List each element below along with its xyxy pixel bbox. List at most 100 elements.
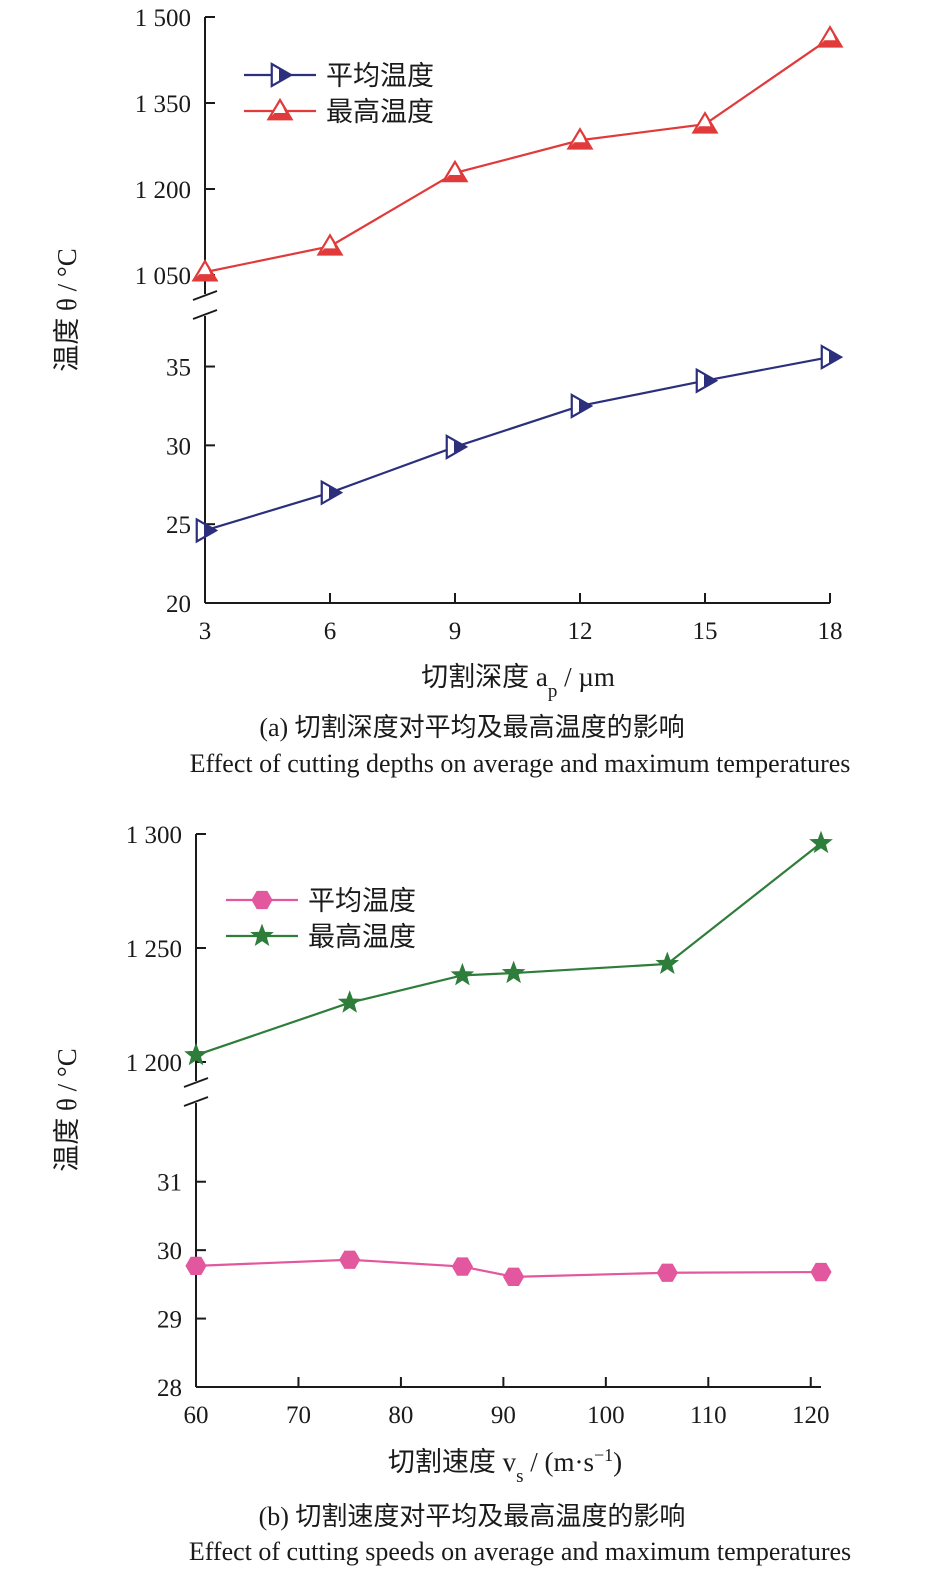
chart-b-series-1-point-4-shape bbox=[655, 951, 680, 975]
chart-a-series-1-point-5-fill bbox=[818, 27, 842, 47]
chart-b: 60 70 80 90 100 110 120 1 200 1 250 1 300 28 29 30 31… bbox=[0, 785, 945, 1570]
chart-a-series-1-point-5 bbox=[816, 25, 844, 48]
chart-a-series-0-point-3 bbox=[570, 393, 594, 419]
chart-b-legend-marker-0 bbox=[251, 890, 273, 910]
chart-b-series-1-point-1 bbox=[337, 990, 362, 1013]
chart-a-y-tick-label: 20 bbox=[166, 591, 191, 618]
chart-b-caption-cn: (b) 切割速度对平均及最高温度的影响 bbox=[259, 1502, 686, 1531]
chart-b-svg: 60 70 80 90 100 110 120 1 200 1 250 1 300 28 29 30 31… bbox=[52, 822, 851, 1566]
chart-b-x-axis-title-sub: s bbox=[516, 1466, 523, 1487]
chart-b-series-1-point-5-shape bbox=[809, 830, 833, 854]
chart-b-y-tick-label: 28 bbox=[157, 1375, 182, 1402]
chart-a-x-axis-title-sub: p bbox=[548, 681, 558, 702]
chart-a-series-0-point-0-fill bbox=[197, 519, 216, 541]
chart-a-series-0-point-1-fill bbox=[322, 482, 341, 504]
chart-a-series-1-point-2-fill bbox=[443, 161, 467, 182]
chart-a-y-tick-label: 1 200 bbox=[135, 177, 191, 204]
chart-b-series-0 bbox=[185, 1250, 832, 1286]
chart-b-legend-label-1: 最高温度 bbox=[308, 922, 416, 952]
chart-a-x-tick-label: 3 bbox=[199, 618, 212, 645]
chart-a-legend-label-0: 平均温度 bbox=[326, 61, 434, 91]
chart-a-x-tick-label: 18 bbox=[818, 618, 843, 645]
chart-a-axis-break-mark-2 bbox=[192, 309, 218, 320]
chart-b-series-0-point-0-shape bbox=[185, 1256, 207, 1276]
chart-a-x-tick-label: 12 bbox=[568, 618, 593, 645]
chart-a-series-0-point-1 bbox=[320, 479, 344, 506]
chart-a-y-tick-label: 1 350 bbox=[135, 91, 191, 118]
chart-a-x-axis-title-main: 切割深度 a bbox=[421, 662, 548, 692]
chart-b-series-0-line bbox=[195, 1258, 822, 1278]
chart-b-series-1-point-5 bbox=[809, 830, 833, 854]
chart-b-x-tick-label: 110 bbox=[690, 1402, 727, 1429]
chart-b-caption-en: Effect of cutting speeds on average and … bbox=[189, 1537, 851, 1566]
chart-a-x-tick-label: 6 bbox=[324, 618, 337, 645]
chart-b-axes: 60 70 80 90 100 110 120 1 200 1 250 1 300 28 29 30 31… bbox=[52, 822, 830, 1487]
chart-a-series-0-line bbox=[204, 355, 831, 532]
chart-a-series-1-point-3 bbox=[566, 127, 594, 150]
chart-a-legend-marker-0-fill bbox=[272, 64, 291, 86]
chart-b-legend-marker-1 bbox=[250, 923, 274, 947]
chart-a-legend-marker-0 bbox=[270, 62, 294, 88]
chart-b-legend-marker-0-shape bbox=[251, 890, 273, 910]
chart-b-legend-marker-1-shape bbox=[250, 923, 274, 947]
chart-a-series-0-point-5 bbox=[820, 344, 844, 370]
chart-a-series-1-point-4 bbox=[691, 111, 719, 134]
chart-a-legend-marker-1 bbox=[266, 97, 294, 121]
chart-a-caption-en: Effect of cutting depths on average and … bbox=[190, 749, 851, 778]
chart-a-axes: 3 6 9 12 15 18 1 050 1 200 1 350 1 500 20 25 30 35 温度 … bbox=[52, 5, 843, 702]
chart-b-x-axis-title-sup: −1 bbox=[594, 1445, 613, 1465]
chart-b-series-0-point-3 bbox=[503, 1267, 525, 1286]
chart-b-y-tick-label: 31 bbox=[157, 1170, 182, 1197]
chart-a-y-tick-label: 1 050 bbox=[135, 263, 191, 290]
chart-a-series-0-point-2 bbox=[445, 434, 469, 460]
chart-b-series-1-point-3-shape bbox=[501, 960, 526, 984]
chart-b-series-0-point-4 bbox=[656, 1263, 678, 1282]
chart-b-x-tick-label: 70 bbox=[286, 1402, 311, 1429]
chart-b-x-tick-label: 80 bbox=[388, 1402, 413, 1429]
chart-a-x-axis-title: 切割深度 ap / µm bbox=[421, 662, 615, 702]
chart-b-series-1-point-0-shape bbox=[184, 1042, 208, 1066]
chart-a-series-1-point-0 bbox=[191, 258, 219, 282]
chart-b-series-0-point-4-shape bbox=[656, 1263, 678, 1282]
chart-b-x-axis-title-main: 切割速度 v bbox=[388, 1447, 517, 1477]
chart-a-series-0-point-5-fill bbox=[822, 346, 841, 368]
chart-a-series-0-point-3-fill bbox=[572, 395, 591, 417]
chart-b-series-1-point-1-shape bbox=[337, 990, 362, 1013]
chart-b-series-1-point-2-shape bbox=[450, 962, 475, 986]
chart-a-series-0-point-4 bbox=[695, 367, 719, 394]
chart-a-legend-marker-1-fill bbox=[268, 100, 292, 120]
chart-a-x-tick-label: 9 bbox=[449, 618, 462, 645]
chart-a-svg: 3 6 9 12 15 18 1 050 1 200 1 350 1 500 20 25 30 35 温度 … bbox=[52, 5, 851, 778]
chart-b-series-0-point-1-shape bbox=[339, 1250, 361, 1269]
chart-a-series-0-point-0 bbox=[195, 517, 219, 544]
chart-b-series-0-point-1 bbox=[339, 1250, 361, 1269]
chart-a-x-tick-label: 15 bbox=[693, 618, 718, 645]
chart-b-y-tick-label: 1 300 bbox=[126, 822, 182, 849]
chart-a-series-1-point-4-fill bbox=[693, 113, 717, 133]
chart-a-legend-label-1: 最高温度 bbox=[326, 97, 434, 127]
chart-b-x-tick-label: 90 bbox=[491, 1402, 516, 1429]
chart-b-y-tick-label: 1 250 bbox=[126, 936, 182, 963]
chart-b-y-tick-label: 30 bbox=[157, 1238, 182, 1265]
chart-b-y-tick-label: 1 200 bbox=[126, 1050, 182, 1077]
chart-a-series-1-point-1-fill bbox=[318, 235, 342, 255]
chart-a-series-1-line bbox=[204, 37, 831, 274]
chart-a-series-0 bbox=[195, 344, 844, 544]
chart-a-series-1-point-0-fill bbox=[193, 261, 217, 281]
chart-b-x-tick-label: 120 bbox=[792, 1402, 830, 1429]
chart-b-series-0-point-2 bbox=[451, 1257, 473, 1276]
chart-a-series-0-point-4-fill bbox=[697, 370, 716, 392]
chart-a-y-tick-label: 35 bbox=[166, 355, 191, 382]
chart-b-axis-break-mark-2 bbox=[183, 1096, 209, 1107]
chart-a-series-1 bbox=[191, 25, 844, 282]
chart-b-series-0-point-5-shape bbox=[810, 1262, 832, 1282]
chart-a-y-tick-label: 30 bbox=[166, 433, 191, 460]
chart-b-series-1-point-2 bbox=[450, 962, 475, 986]
chart-a-caption-cn: (a) 切割深度对平均及最高温度的影响 bbox=[259, 713, 684, 742]
chart-b-x-tick-label: 100 bbox=[587, 1402, 625, 1429]
chart-b-series-0-point-0 bbox=[185, 1256, 207, 1276]
chart-b-series-1 bbox=[184, 830, 833, 1066]
chart-b-y-tick-label: 29 bbox=[157, 1307, 182, 1334]
